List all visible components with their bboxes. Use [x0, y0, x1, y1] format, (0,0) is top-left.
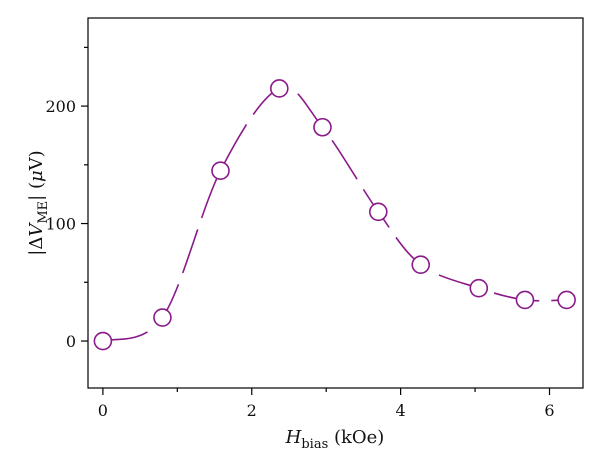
- data-point: [313, 117, 332, 137]
- data-point: [270, 79, 289, 98]
- y-axis-label: |ΔVME| (μV): [26, 150, 51, 255]
- x-tick-label: 0: [98, 401, 108, 420]
- data-markers: [93, 79, 576, 351]
- data-point: [557, 290, 576, 310]
- data-point: [515, 290, 535, 310]
- data-point: [93, 331, 113, 351]
- y-tick-label: 200: [45, 97, 76, 116]
- ticks: [81, 46, 551, 395]
- x-tick-label: 4: [396, 401, 406, 420]
- data-point: [469, 278, 489, 298]
- data-point: [153, 308, 172, 327]
- plot-frame: [87, 17, 584, 389]
- data-point: [411, 255, 431, 274]
- data-point: [211, 161, 230, 180]
- x-axis-label: Hbias (kOe): [285, 427, 385, 452]
- x-tick-label: 6: [544, 401, 554, 420]
- fit-curve: [102, 86, 567, 342]
- y-tick-label: 0: [66, 332, 76, 351]
- y-tick-label: 100: [45, 215, 76, 234]
- x-tick-label: 2: [247, 401, 257, 420]
- data-point: [369, 202, 388, 222]
- tick-labels: 0 2 4 6 0 100 200: [45, 97, 554, 420]
